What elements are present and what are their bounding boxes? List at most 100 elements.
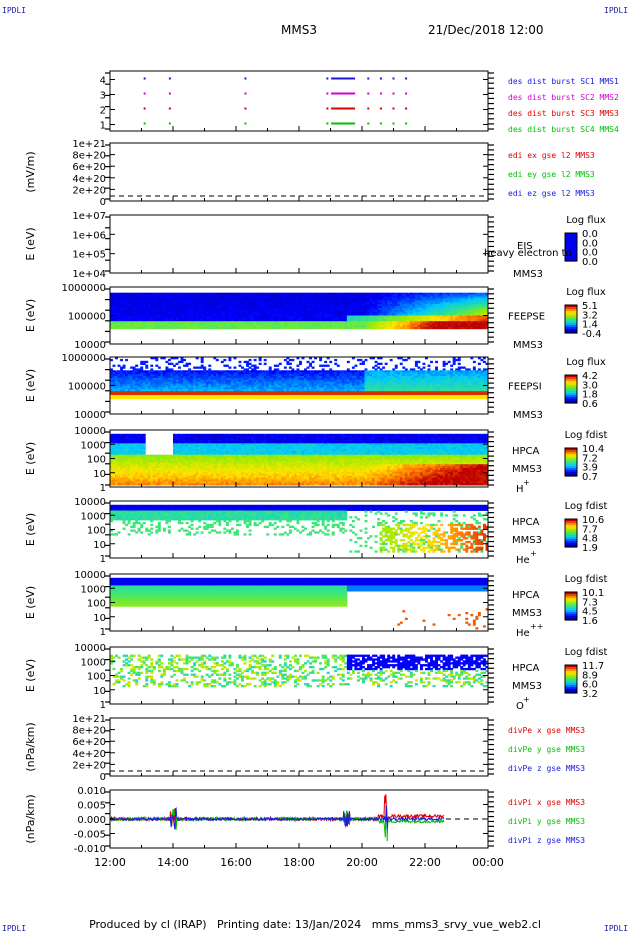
spectro-cell (326, 319, 330, 322)
spectro-cell (117, 377, 121, 381)
spectro-cell (329, 298, 333, 301)
burst-mark (168, 122, 171, 125)
spectro-cell (422, 296, 426, 299)
spectro-cell (351, 306, 355, 309)
burst-mark (168, 92, 171, 95)
spectro-cell (210, 323, 214, 326)
spectro-cell (306, 325, 310, 328)
spectro-cell (349, 306, 353, 309)
spectro-cell (379, 321, 383, 324)
spectro-cell (425, 319, 428, 322)
spectro-cell (165, 304, 169, 307)
spectro-cell (162, 302, 166, 305)
spectro-cell (273, 319, 277, 322)
spectro-cell (233, 366, 237, 369)
spectro-cell (233, 300, 237, 303)
spectro-cell (414, 311, 418, 314)
spectro-cell (170, 307, 174, 311)
burst-mark (392, 92, 395, 95)
spectro-cell (241, 304, 244, 307)
spectro-cell (482, 292, 486, 295)
spectro-cell (137, 372, 141, 375)
spectro-cell (266, 319, 270, 322)
spectro-cell (223, 326, 227, 330)
spectro-cell (392, 296, 396, 299)
spectro-cell (339, 296, 343, 299)
spectro-cell (309, 323, 312, 326)
spectro-cell (122, 366, 126, 369)
spectro-cell (238, 317, 242, 320)
spectro-cell (193, 396, 197, 400)
spectro-cell (450, 321, 454, 324)
spectro-cell (321, 302, 325, 305)
spectro-cell (314, 311, 318, 314)
spectro-cell (112, 364, 116, 367)
spectro-cell (132, 311, 136, 314)
spectro-cell (167, 294, 171, 297)
spectro-cell (334, 317, 338, 320)
spectro-cell (417, 300, 421, 303)
spectro-cell (354, 296, 358, 299)
spectro-cell (425, 298, 428, 301)
spectro-cell (117, 311, 121, 314)
spectro-cell (248, 311, 252, 314)
spectro-cell (367, 302, 370, 305)
spectro-cell (273, 311, 277, 314)
spectro-cell (140, 389, 144, 392)
ylabel: E (eV) (24, 299, 37, 332)
spectro-cell (286, 396, 290, 400)
spectro-cell (351, 319, 355, 322)
spectro-cell (208, 294, 212, 297)
spectro-cell (334, 296, 338, 299)
spectro-cell (120, 385, 123, 388)
spectro-cell (223, 294, 227, 297)
spectro-cell (112, 325, 116, 328)
spectro-cell (188, 313, 192, 316)
spectro-cell (190, 323, 194, 326)
spectro-cell (185, 364, 189, 367)
spectro-cell (165, 319, 169, 322)
spectro-cell (147, 377, 151, 381)
spectro-cell (132, 325, 136, 328)
spectro-cell (394, 321, 398, 324)
spectro-cell (329, 360, 333, 364)
spectro-cell (140, 292, 144, 295)
spectro-cell (321, 300, 325, 303)
spectro-cell (374, 292, 378, 295)
spectro-cell (236, 321, 239, 324)
spectro-cell (223, 317, 227, 320)
spectro-cell (379, 304, 383, 307)
spectro-cell (110, 319, 113, 322)
spectro-cell (397, 306, 401, 309)
corner-label-bottom-left: IPDLI (2, 924, 27, 933)
spectro-cell (316, 304, 320, 307)
spectro-cell (155, 370, 159, 373)
spectro-cell (208, 300, 212, 303)
spectro-cell (359, 321, 363, 324)
spectro-cell (430, 306, 433, 309)
spectro-cell (132, 313, 136, 316)
spectro-cell (440, 306, 444, 309)
spectro-cell (112, 307, 116, 311)
ytick-label: 8e+20 (72, 726, 106, 737)
spectro-cell (125, 292, 129, 295)
ytick-label: 1e+07 (72, 211, 106, 222)
spectro-cell (198, 315, 202, 318)
spectro-cell (379, 298, 383, 301)
spectro-cell (261, 321, 265, 324)
spectro-cell (251, 304, 255, 307)
burst-mark (331, 107, 356, 110)
spectro-cell (278, 304, 282, 307)
spectro-cell (173, 300, 176, 303)
spectro-cell (278, 307, 282, 311)
spectro-cell (374, 306, 378, 309)
spectro-cell (430, 292, 433, 295)
spectro-cell (432, 307, 436, 311)
spectro-cell (324, 323, 328, 326)
spectro-cell (155, 294, 159, 297)
spectro-cell (127, 393, 131, 396)
spectro-cell (112, 311, 116, 314)
spectro-cell (399, 323, 403, 326)
spectro-cell (152, 300, 156, 303)
spectro-cell (233, 296, 237, 299)
